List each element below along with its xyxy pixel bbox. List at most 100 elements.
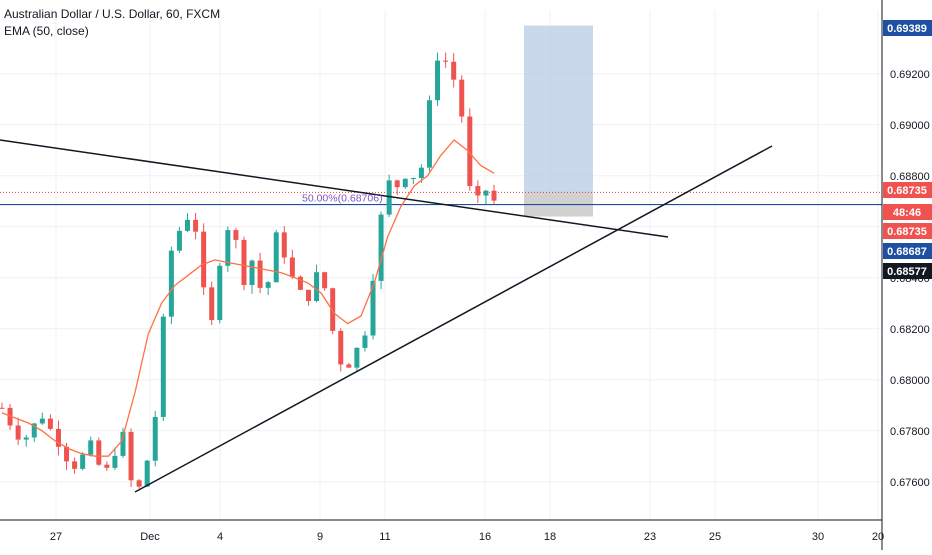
candle-body: [112, 455, 118, 468]
candle-body: [451, 61, 457, 80]
candle-body: [305, 289, 311, 302]
fib-label: 50.00%(0.68706): [302, 193, 383, 205]
y-tick-label: 0.68000: [890, 375, 930, 387]
candle-body: [418, 167, 424, 178]
y-tick-label: 0.67600: [890, 477, 930, 489]
candle-body: [88, 440, 94, 455]
blue-line-price-label: 0.68687: [887, 246, 927, 258]
low-price-label-bg: [883, 263, 932, 279]
price-labels: 0.69389 0.68735 48:46 0.68735 0.68687 0.68577: [883, 20, 932, 279]
candle-body: [233, 230, 239, 240]
candle-body: [225, 230, 231, 266]
candle-body: [23, 437, 29, 440]
candle-body: [475, 186, 481, 196]
x-tick-label: Dec: [140, 531, 160, 543]
candle-body: [136, 480, 142, 487]
candle-body: [55, 428, 61, 447]
candle-body: [394, 180, 400, 188]
y-tick-label: 0.68200: [890, 324, 930, 336]
candle-body: [80, 454, 86, 469]
candle-body: [281, 232, 287, 258]
candle-body: [104, 464, 110, 468]
candles: [0, 52, 497, 489]
chart-title: Australian Dollar / U.S. Dollar, 60, FXC…: [4, 7, 221, 21]
candle-body: [265, 282, 271, 288]
candle-body: [378, 214, 384, 281]
candle-body: [289, 257, 295, 277]
horizontal-lines: [0, 191, 882, 206]
candle-body: [39, 418, 45, 424]
countdown-label-bg: [883, 204, 932, 220]
last-price-label-2: 0.68735: [887, 226, 927, 238]
x-tick-label: 30: [812, 531, 824, 543]
candle-body: [426, 100, 432, 168]
candle-body: [7, 407, 13, 426]
candle-body: [160, 316, 166, 417]
indicator-label: EMA (50, close): [4, 24, 89, 38]
last-price-label-2-bg: [883, 223, 932, 239]
candle-body: [144, 460, 150, 487]
low-price-label: 0.68577: [887, 266, 927, 278]
candle-body: [120, 431, 126, 456]
candle-body: [386, 180, 392, 215]
trendline-ascending: [134, 145, 773, 493]
candle-body: [209, 287, 215, 321]
candle-body: [31, 423, 37, 438]
candle-body: [297, 276, 303, 290]
candle-body: [402, 178, 408, 188]
candle-body: [185, 219, 191, 231]
x-tick-label: 11: [379, 531, 390, 543]
blue-line-price-label-bg: [883, 243, 932, 259]
candle-body: [47, 418, 53, 429]
legend: Australian Dollar / U.S. Dollar, 60, FXC…: [4, 6, 220, 40]
y-tick-label: 0.68800: [890, 171, 930, 183]
candle-body: [273, 232, 279, 283]
x-tick-label: 27: [50, 531, 62, 543]
candle-body: [346, 364, 352, 368]
candle-body: [483, 190, 489, 196]
candle-body: [257, 260, 263, 288]
candle-body: [354, 347, 360, 368]
position-box[interactable]: [524, 25, 593, 217]
x-tick-label: 18: [544, 531, 556, 543]
candle-body: [128, 431, 134, 481]
candle-body: [96, 440, 102, 465]
candle-body: [435, 60, 441, 101]
y-tick-label: 0.69000: [890, 120, 930, 132]
candle-body: [491, 190, 497, 201]
last-price-label: 0.68735: [887, 185, 927, 197]
candle-body: [15, 425, 21, 440]
ema-path: [1, 139, 495, 457]
candle-body: [249, 260, 255, 285]
fib-level: 50.00%(0.68706): [302, 193, 383, 205]
candle-body: [467, 116, 473, 187]
trendlines[interactable]: [0, 139, 773, 493]
candle-body: [152, 416, 158, 461]
candle-body: [330, 288, 336, 331]
trendline-descending: [0, 139, 669, 238]
grid: [0, 10, 882, 520]
candle-body: [193, 219, 199, 232]
x-tick-label: 25: [709, 531, 721, 543]
x-tick-label: 16: [479, 531, 491, 543]
candle-body: [176, 230, 182, 251]
candle-body: [217, 265, 223, 321]
candle-body: [64, 446, 70, 462]
x-tick-label: 9: [317, 531, 323, 543]
high-price-label: 0.69389: [887, 23, 927, 35]
target-zone: [524, 25, 593, 193]
candle-body: [370, 280, 376, 336]
candle-body: [443, 60, 449, 62]
candle-body: [362, 335, 368, 348]
last-price-label-bg: [883, 182, 932, 198]
candle-body: [314, 272, 320, 302]
candle-body: [241, 239, 247, 285]
y-tick-label: 0.69200: [890, 69, 930, 81]
countdown-label: 48:46: [893, 207, 921, 219]
x-tick-label: 23: [644, 531, 656, 543]
y-tick-label: 0.67800: [890, 426, 930, 438]
ema-line: [1, 139, 495, 457]
